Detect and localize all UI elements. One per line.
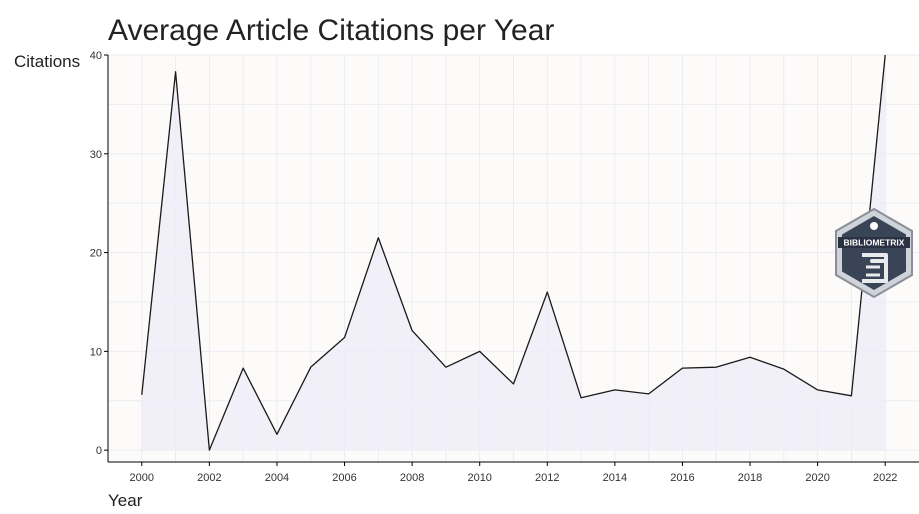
y-tick-label: 30 <box>90 149 102 161</box>
y-tick-label: 0 <box>96 445 102 457</box>
x-tick-label: 2004 <box>265 472 289 484</box>
x-tick-label: 2018 <box>738 472 762 484</box>
axes <box>107 55 919 463</box>
x-tick-label: 2000 <box>130 472 154 484</box>
y-axis-title: Citations <box>14 52 80 71</box>
x-tick-label: 2014 <box>603 472 627 484</box>
x-axis-title: Year <box>108 491 143 510</box>
x-tick-label: 2012 <box>535 472 559 484</box>
series-area <box>141 55 886 451</box>
x-tick-label: 2020 <box>805 472 829 484</box>
y-tick-label: 40 <box>90 50 102 62</box>
x-tick-label: 2002 <box>197 472 221 484</box>
x-tick-label: 2006 <box>332 472 356 484</box>
series-line <box>141 54 886 451</box>
chart-title: Average Article Citations per Year <box>108 14 554 47</box>
ticks: 2000 2002 2004 2006 2008 2010 2012 2014 2016 2018… <box>90 50 898 484</box>
x-tick-label: 2022 <box>873 472 897 484</box>
bibliometrix-logo-icon: BIBLIOMETRIX <box>835 207 913 299</box>
x-tick-label: 2016 <box>670 472 694 484</box>
x-tick-label: 2010 <box>467 472 491 484</box>
x-tick-label: 2008 <box>400 472 424 484</box>
y-tick-label: 10 <box>90 346 102 358</box>
y-tick-label: 20 <box>90 248 102 260</box>
logo-text: BIBLIOMETRIX <box>844 238 905 248</box>
